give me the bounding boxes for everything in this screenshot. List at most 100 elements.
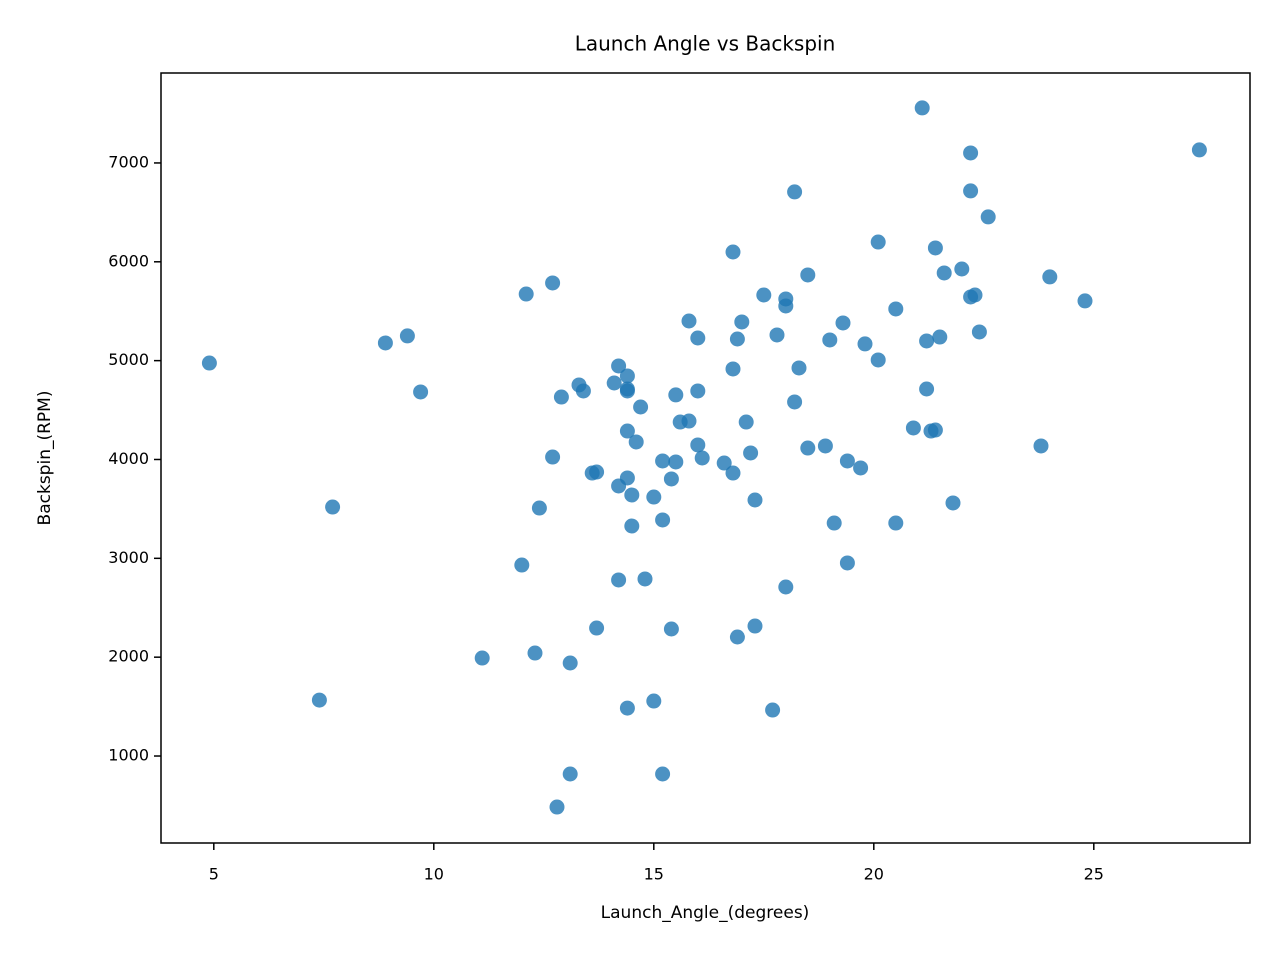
y-axis-label: Backspin_(RPM) xyxy=(35,391,55,526)
point xyxy=(787,184,803,200)
point xyxy=(646,489,662,505)
point xyxy=(729,331,745,347)
point xyxy=(663,621,679,637)
point xyxy=(734,314,750,330)
point xyxy=(870,352,886,368)
point xyxy=(778,298,794,314)
point xyxy=(870,234,886,250)
point xyxy=(716,455,732,471)
point xyxy=(769,327,785,343)
point xyxy=(738,414,754,430)
x-axis-label: Launch_Angle_(degrees) xyxy=(601,903,810,923)
point xyxy=(663,471,679,487)
point xyxy=(857,336,873,352)
point xyxy=(1191,142,1207,158)
point xyxy=(725,361,741,377)
point xyxy=(932,329,948,345)
point xyxy=(527,645,543,661)
y-tick-label: 6000 xyxy=(108,251,149,270)
point xyxy=(822,332,838,348)
point xyxy=(325,499,341,515)
point xyxy=(690,330,706,346)
point xyxy=(919,381,935,397)
point xyxy=(619,423,635,439)
point xyxy=(611,572,627,588)
plot-frame xyxy=(160,72,1251,844)
point xyxy=(531,500,547,516)
point xyxy=(800,267,816,283)
point xyxy=(936,265,952,281)
point xyxy=(787,394,803,410)
chart-title: Launch Angle vs Backspin xyxy=(575,32,836,56)
point xyxy=(694,450,710,466)
point xyxy=(655,453,671,469)
point xyxy=(963,183,979,199)
point xyxy=(853,460,869,476)
point xyxy=(971,324,987,340)
point xyxy=(839,555,855,571)
x-tick-label: 15 xyxy=(644,865,664,884)
y-tick-label: 5000 xyxy=(108,350,149,369)
point xyxy=(725,465,741,481)
y-tick-label: 2000 xyxy=(108,647,149,666)
point xyxy=(589,464,605,480)
point xyxy=(817,438,833,454)
point xyxy=(690,383,706,399)
x-tick-label: 10 xyxy=(424,865,444,884)
point xyxy=(1042,269,1058,285)
point xyxy=(967,287,983,303)
point xyxy=(681,313,697,329)
point xyxy=(756,287,772,303)
point xyxy=(575,383,591,399)
point xyxy=(619,470,635,486)
point xyxy=(905,420,921,436)
point xyxy=(624,487,640,503)
point xyxy=(668,387,684,403)
point xyxy=(545,449,561,465)
point xyxy=(1033,438,1049,454)
point xyxy=(888,301,904,317)
point xyxy=(611,358,627,374)
point xyxy=(681,413,697,429)
point xyxy=(646,693,662,709)
point xyxy=(311,692,327,708)
point xyxy=(826,515,842,531)
point xyxy=(729,629,745,645)
point xyxy=(1077,293,1093,309)
point xyxy=(377,335,393,351)
point xyxy=(619,383,635,399)
point xyxy=(927,240,943,256)
point xyxy=(888,515,904,531)
y-tick-label: 7000 xyxy=(108,152,149,171)
point xyxy=(637,571,653,587)
point xyxy=(919,333,935,349)
point xyxy=(633,399,649,415)
point xyxy=(954,261,970,277)
point xyxy=(619,700,635,716)
point xyxy=(545,275,561,291)
point xyxy=(963,145,979,161)
point xyxy=(619,368,635,384)
point xyxy=(927,422,943,438)
point xyxy=(655,766,671,782)
point xyxy=(914,100,930,116)
point xyxy=(800,440,816,456)
x-tick-label: 20 xyxy=(864,865,884,884)
point xyxy=(589,620,605,636)
point xyxy=(655,512,671,528)
y-tick-label: 4000 xyxy=(108,449,149,468)
x-tick-label: 5 xyxy=(209,865,219,884)
point xyxy=(747,492,763,508)
point xyxy=(413,384,429,400)
y-tick-label: 1000 xyxy=(108,746,149,765)
point xyxy=(839,453,855,469)
point xyxy=(514,557,530,573)
point xyxy=(765,702,781,718)
point xyxy=(945,495,961,511)
point xyxy=(624,518,640,534)
point xyxy=(549,799,565,815)
point xyxy=(690,437,706,453)
